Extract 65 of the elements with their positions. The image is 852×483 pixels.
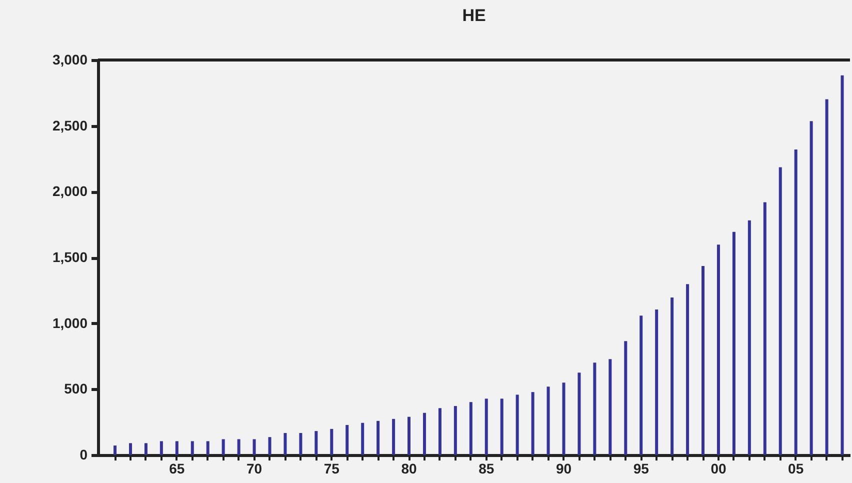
y-tick-label: 3,000 [52,52,88,68]
bar [206,441,210,455]
x-tick-label: 65 [169,460,185,476]
bar [160,441,163,455]
y-tick-label: 500 [64,380,88,397]
bar [748,220,751,455]
bar [732,232,736,455]
y-tick-label: 2,500 [52,117,88,134]
bar [175,441,178,455]
bar [794,150,798,455]
bar [438,408,442,455]
bar [686,284,690,455]
bar [392,418,396,455]
bar [531,392,534,455]
bar [314,431,318,455]
x-tick-label: 90 [556,460,572,476]
bar [624,341,628,455]
bar [702,266,705,455]
bar [222,439,225,455]
bar [763,202,766,455]
bar [655,310,658,455]
bar [144,443,148,455]
bar [546,386,550,455]
x-tick-label: 95 [633,460,650,476]
x-tick-label: 70 [246,460,262,476]
x-tick-label: 05 [788,460,804,476]
bar [593,362,596,455]
bar [810,121,813,455]
x-tick-label: 80 [401,460,418,476]
y-tick-label: 1,500 [52,249,88,265]
bar [670,298,674,455]
bar [376,420,380,455]
bar [716,244,720,455]
bar [346,424,349,455]
bar [840,75,844,455]
bar [454,406,457,455]
bar [640,316,643,455]
y-tick-label: 0 [80,446,88,462]
bar [330,428,334,455]
bar [284,433,287,455]
bar [778,167,782,455]
bar [500,398,504,455]
bar [268,437,272,455]
y-tick-label: 2,000 [52,183,88,200]
bar [361,422,364,455]
bar [469,402,472,455]
bar [299,433,302,455]
x-tick-label: 75 [324,460,340,476]
bar [516,394,519,455]
y-tick-label: 1,000 [52,314,88,331]
bar [190,441,194,455]
bar [578,372,581,455]
bar [422,412,426,455]
x-tick-label: 00 [710,460,726,476]
chart-title: HE [462,6,486,25]
bar [237,439,240,455]
bar [252,439,256,455]
bar [608,359,612,455]
bar [825,99,828,455]
bar [408,416,411,455]
bar [128,443,132,455]
bar [562,382,566,455]
bar [484,398,488,455]
bar [114,446,117,455]
x-tick-label: 85 [478,460,494,476]
